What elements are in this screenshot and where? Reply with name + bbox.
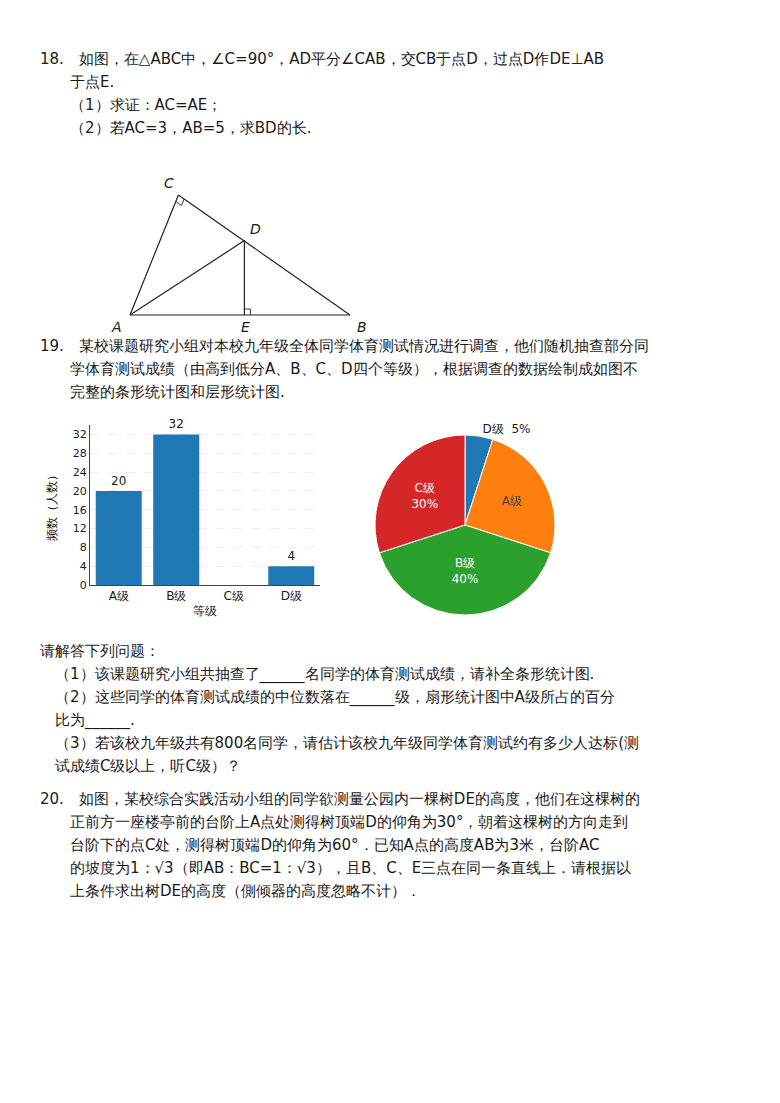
svg-text:20: 20	[73, 485, 87, 498]
svg-text:19. 某校课题研究小组对本校九年级全体同学体育测试情况进行: 19. 某校课题研究小组对本校九年级全体同学体育测试情况进行调查，他们随机抽查部…	[40, 337, 649, 355]
svg-text:12: 12	[73, 522, 87, 535]
svg-text:于点E.: 于点E.	[40, 73, 114, 91]
svg-text:（1）该课题研究小组共抽查了______名同学的体育测试成绩: （1）该课题研究小组共抽查了______名同学的体育测试成绩，请补全条形统计图.	[40, 665, 594, 684]
svg-text:A级: A级	[109, 589, 129, 603]
svg-text:台阶下的点C处，测得树顶端D的仰角为60°．已知A点的高度A: 台阶下的点C处，测得树顶端D的仰角为60°．已知A点的高度AB为3米，台阶AC	[40, 836, 599, 854]
svg-text:32: 32	[73, 428, 87, 441]
svg-text:等级: 等级	[193, 604, 217, 618]
svg-text:4: 4	[80, 560, 87, 573]
svg-text:8: 8	[80, 541, 87, 554]
svg-text:20: 20	[111, 474, 126, 488]
svg-text:请解答下列问题：: 请解答下列问题：	[40, 642, 160, 660]
svg-text:C级: C级	[224, 589, 244, 603]
svg-text:C: C	[164, 175, 174, 191]
svg-text:E: E	[241, 319, 250, 335]
svg-text:B级40%: B级40%	[452, 556, 479, 586]
svg-text:A: A	[111, 319, 122, 335]
svg-text:频数（人数）: 频数（人数）	[45, 469, 59, 541]
svg-text:上条件求出树DE的高度（側倾器的高度忽略不计）．: 上条件求出树DE的高度（側倾器的高度忽略不计）．	[40, 882, 421, 900]
svg-text:（2）这些同学的体育测试成绩的中位数落在______级，扇形: （2）这些同学的体育测试成绩的中位数落在______级，扇形统计图中A级所占的百…	[40, 688, 615, 707]
svg-text:比为______.: 比为______.	[40, 711, 135, 730]
svg-text:20. 如图，某校综合实践活动小组的同学欲测量公园内一棵树D: 20. 如图，某校综合实践活动小组的同学欲测量公园内一棵树DE的高度，他们在这棵…	[40, 790, 640, 808]
svg-text:D级: D级	[281, 589, 302, 603]
svg-text:正前方一座楼亭前的台阶上A点处测得树顶端D的仰角为30°，朝: 正前方一座楼亭前的台阶上A点处测得树顶端D的仰角为30°，朝着这棵树的方向走到	[40, 813, 628, 831]
svg-text:4: 4	[287, 549, 295, 563]
svg-text:28: 28	[73, 447, 87, 460]
svg-text:的坡度为1：√3（即AB：BC=1：√3），且B、C、E三点: 的坡度为1：√3（即AB：BC=1：√3），且B、C、E三点在同一条直线上．请根…	[40, 859, 631, 877]
svg-text:（1）求证：AC=AE；: （1）求证：AC=AE；	[40, 96, 222, 114]
svg-text:24: 24	[73, 466, 87, 479]
svg-text:16: 16	[73, 504, 87, 517]
svg-text:18. 如图，在△ABC中，∠C=90°，AD平分∠CAB，: 18. 如图，在△ABC中，∠C=90°，AD平分∠CAB，交CB于点D，过点D…	[40, 50, 604, 68]
svg-text:C级30%: C级30%	[411, 481, 438, 511]
svg-text:B: B	[357, 319, 367, 335]
svg-text:D: D	[250, 221, 261, 237]
svg-text:32: 32	[169, 417, 184, 431]
svg-text:A级: A级	[502, 494, 522, 508]
svg-text:B级: B级	[166, 589, 186, 603]
svg-text:0: 0	[80, 579, 87, 592]
svg-text:（2）若AC=3，AB=5，求BD的长.: （2）若AC=3，AB=5，求BD的长.	[40, 119, 311, 137]
svg-text:（3）若该校九年级共有800名同学，请估计该校九年级同学体育: （3）若该校九年级共有800名同学，请估计该校九年级同学体育测试约有多少人达标(…	[40, 734, 639, 752]
svg-text:完整的条形统计图和层形统计图.: 完整的条形统计图和层形统计图.	[40, 383, 285, 401]
svg-text:学体育测试成绩（由高到低分A、B、C、D四个等级），根据调查: 学体育测试成绩（由高到低分A、B、C、D四个等级），根据调查的数据绘制成如图不	[40, 360, 638, 378]
svg-text:试成绩C级以上，听C级）？: 试成绩C级以上，听C级）？	[40, 757, 241, 775]
svg-text:D级 5%: D级 5%	[483, 422, 531, 436]
